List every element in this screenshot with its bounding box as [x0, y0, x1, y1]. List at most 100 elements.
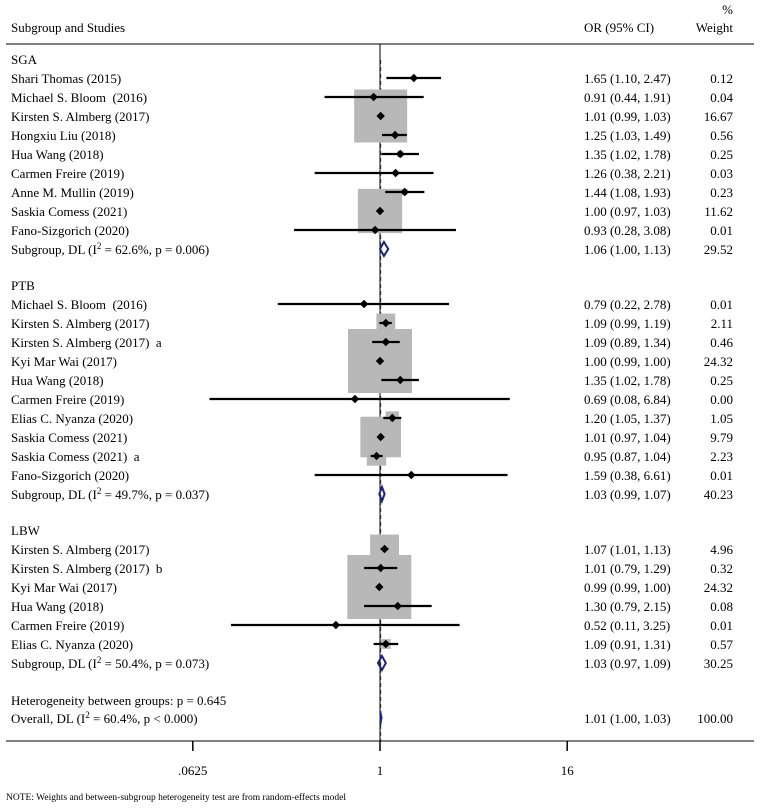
weight-text: 0.01 — [710, 618, 733, 633]
point-estimate — [391, 168, 400, 178]
point-estimate — [376, 563, 385, 573]
subgroup-or-ci-text: 1.03 (0.97, 1.09) — [584, 656, 671, 671]
overall-label-pre: Overall, DL (I — [11, 711, 85, 726]
study-label: Hua Wang (2018) — [11, 599, 104, 614]
study-label: Elias C. Nyanza (2020) — [11, 637, 133, 652]
or-ci-text: 1.65 (1.10, 2.47) — [584, 71, 671, 86]
point-estimate — [376, 111, 385, 121]
or-ci-text: 0.91 (0.44, 1.91) — [584, 90, 671, 105]
study-label: Michael S. Bloom (2016) — [11, 90, 147, 105]
weight-text: 0.01 — [710, 297, 733, 312]
weight-text: 0.32 — [710, 561, 733, 576]
subgroup-weight-text: 30.25 — [704, 656, 733, 671]
or-ci-text: 1.25 (1.03, 1.49) — [584, 128, 671, 143]
study-label: Kirsten S. Almberg (2017) a — [11, 335, 162, 350]
study-label: Carmen Freire (2019) — [11, 166, 124, 181]
x-tick-label: 16 — [561, 763, 575, 778]
subgroup-or-ci-text: 1.03 (0.99, 1.07) — [584, 487, 671, 502]
point-estimate — [381, 639, 391, 649]
study-label: Shari Thomas (2015) — [11, 71, 121, 86]
point-estimate — [376, 432, 385, 442]
study-label: Kirsten S. Almberg (2017) b — [11, 561, 162, 576]
subgroup-label-pre: Subgroup, DL (I — [11, 487, 97, 502]
point-estimate — [372, 451, 381, 461]
point-estimate — [359, 299, 369, 309]
or-ci-text: 1.20 (1.05, 1.37) — [584, 411, 671, 426]
subgroup-diamond — [378, 484, 386, 504]
point-estimate — [407, 470, 416, 480]
weight-text: 0.23 — [710, 185, 733, 200]
overall-label: Overall, DL (I2 = 60.4%, p < 0.000) — [11, 710, 198, 726]
subgroup-diamond — [376, 653, 387, 673]
weight-text: 11.62 — [704, 204, 733, 219]
or-ci-text: 1.35 (1.02, 1.78) — [584, 147, 671, 162]
study-label: Carmen Freire (2019) — [11, 392, 124, 407]
point-estimate — [396, 375, 405, 385]
weight-text: 9.79 — [710, 430, 733, 445]
or-ci-text: 1.30 (0.79, 2.15) — [584, 599, 671, 614]
subgroup-label: Subgroup, DL (I2 = 62.6%, p = 0.006) — [11, 241, 209, 257]
point-estimate — [380, 544, 389, 554]
point-estimate — [370, 225, 380, 235]
or-ci-text: 1.01 (0.97, 1.04) — [584, 430, 671, 445]
study-label: Kyi Mar Wai (2017) — [11, 580, 117, 595]
study-label: Anne M. Mullin (2019) — [11, 185, 134, 200]
study-label: Kyi Mar Wai (2017) — [11, 354, 117, 369]
weight-text: 0.12 — [710, 71, 733, 86]
point-estimate — [375, 206, 385, 216]
point-estimate — [396, 149, 405, 159]
or-ci-text: 1.09 (0.99, 1.19) — [584, 316, 671, 331]
study-label: Saskia Comess (2021) a — [11, 449, 140, 464]
study-label: Hongxiu Liu (2018) — [11, 128, 116, 143]
point-estimate — [375, 356, 385, 366]
weight-text: 24.32 — [704, 354, 733, 369]
study-label: Hua Wang (2018) — [11, 147, 104, 162]
point-estimate — [393, 601, 402, 611]
study-label: Michael S. Bloom (2016) — [11, 297, 147, 312]
overall-weight-text: 100.00 — [697, 711, 733, 726]
study-label: Hua Wang (2018) — [11, 373, 104, 388]
group-title-ptb: PTB — [11, 278, 35, 293]
overall-label-post: = 60.4%, p < 0.000) — [90, 711, 198, 726]
subgroup-label-post: = 50.4%, p = 0.073) — [101, 656, 209, 671]
or-ci-text: 1.09 (0.89, 1.34) — [584, 335, 671, 350]
weight-text: 0.01 — [710, 468, 733, 483]
overall-diamond — [379, 710, 383, 726]
or-ci-text: 0.93 (0.28, 3.08) — [584, 223, 671, 238]
group-title-sga: SGA — [11, 52, 38, 67]
or-ci-text: 1.59 (0.38, 6.61) — [584, 468, 671, 483]
subgroup-label-pre: Subgroup, DL (I — [11, 242, 97, 257]
weight-text: 0.03 — [710, 166, 733, 181]
overall-or-ci-text: 1.01 (1.00, 1.03) — [584, 711, 671, 726]
footnote: NOTE: Weights and between-subgroup heter… — [6, 792, 346, 803]
weight-text: 0.08 — [710, 599, 733, 614]
or-ci-text: 1.00 (0.97, 1.03) — [584, 204, 671, 219]
weight-text: 0.25 — [710, 373, 733, 388]
subgroup-label-pre: Subgroup, DL (I — [11, 656, 97, 671]
weight-text: 1.05 — [710, 411, 733, 426]
study-label: Saskia Comess (2021) — [11, 204, 127, 219]
point-estimate — [381, 337, 391, 347]
subgroup-label-sup: 2 — [97, 655, 102, 665]
or-ci-text: 1.35 (1.02, 1.78) — [584, 373, 671, 388]
header-weight: Weight — [696, 20, 734, 35]
or-ci-text: 0.99 (0.99, 1.00) — [584, 580, 671, 595]
or-ci-text: 0.95 (0.87, 1.04) — [584, 449, 671, 464]
subgroup-weight-text: 29.52 — [704, 242, 733, 257]
subgroup-weight-text: 40.23 — [704, 487, 733, 502]
weight-text: 0.57 — [710, 637, 733, 652]
group-title-lbw: LBW — [11, 523, 41, 538]
study-label: Kirsten S. Almberg (2017) — [11, 542, 149, 557]
study-label: Fano-Sizgorich (2020) — [11, 223, 129, 238]
or-ci-text: 1.00 (0.99, 1.00) — [584, 354, 671, 369]
weight-text: 2.23 — [710, 449, 733, 464]
point-estimate — [381, 318, 391, 328]
point-estimate — [409, 73, 419, 83]
or-ci-text: 0.79 (0.22, 2.78) — [584, 297, 671, 312]
weight-text: 0.00 — [710, 392, 733, 407]
weight-text: 0.01 — [710, 223, 733, 238]
header-study: Subgroup and Studies — [11, 20, 125, 35]
point-estimate — [400, 187, 409, 197]
weight-text: 0.56 — [710, 128, 733, 143]
